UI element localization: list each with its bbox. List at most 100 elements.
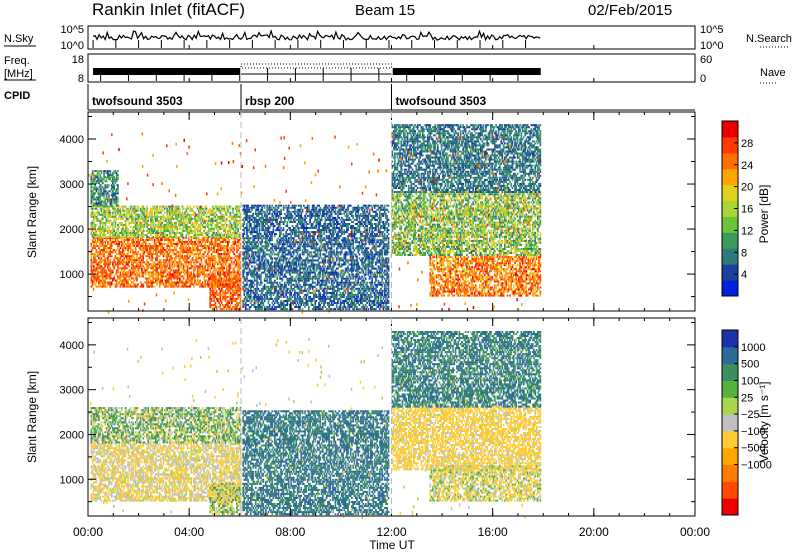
heatmap-cell: [137, 210, 139, 212]
heatmap-cell: [190, 261, 192, 263]
heatmap-cell: [236, 232, 238, 234]
heatmap-cell: [154, 261, 156, 263]
heatmap-cell: [106, 286, 108, 288]
heatmap-cell: [266, 237, 268, 239]
heatmap-cell: [179, 239, 181, 241]
heatmap-cell: [221, 206, 223, 208]
heatmap-cell: [217, 230, 219, 232]
heatmap-cell: [242, 302, 244, 304]
heatmap-cell: [158, 230, 160, 232]
heatmap-cell: [178, 243, 180, 245]
heatmap-cell: [215, 286, 217, 288]
heatmap-cell: [216, 228, 218, 230]
heatmap-cell: [188, 208, 190, 210]
heatmap-cell: [246, 219, 248, 221]
heatmap-cell: [256, 229, 258, 231]
heatmap-cell: [102, 180, 104, 182]
heatmap-cell: [225, 232, 227, 234]
heatmap-cell: [179, 259, 181, 261]
heatmap-cell: [197, 247, 199, 249]
heatmap-cell: [180, 271, 182, 273]
heatmap-cell: [278, 253, 280, 255]
heatmap-cell: [271, 237, 273, 239]
heatmap-cell: [173, 261, 175, 263]
heatmap-cell: [283, 245, 285, 247]
heatmap-cell: [91, 245, 93, 247]
heatmap-cell: [260, 304, 262, 306]
heatmap-cell: [144, 208, 146, 210]
heatmap-cell: [260, 237, 262, 239]
heatmap-cell: [273, 294, 275, 296]
heatmap-cell: [96, 224, 98, 226]
heatmap-cell: [269, 241, 271, 243]
heatmap-cell: [107, 218, 109, 220]
heatmap-cell: [236, 247, 238, 249]
heatmap-cell: [92, 201, 94, 203]
heatmap-cell: [104, 224, 106, 226]
heatmap-cell: [240, 298, 242, 300]
heatmap-cell: [199, 280, 201, 282]
heatmap-cell: [142, 257, 144, 259]
heatmap-cell: [194, 212, 196, 214]
heatmap-cell: [177, 245, 179, 247]
heatmap-cell: [206, 210, 208, 212]
heatmap-cell: [250, 294, 252, 296]
heatmap-cell: [151, 239, 153, 241]
heatmap-cell: [134, 230, 136, 232]
heatmap-cell: [96, 208, 98, 210]
heatmap-cell: [144, 253, 146, 255]
heatmap-cell: [232, 263, 234, 265]
heatmap-cell: [231, 226, 233, 228]
heatmap-cell: [113, 228, 115, 230]
heatmap-cell: [256, 280, 258, 282]
heatmap-cell: [269, 227, 271, 229]
heatmap-cell: [251, 209, 253, 211]
heatmap-cell: [261, 296, 263, 298]
heatmap-cell: [139, 216, 141, 218]
heatmap-cell: [112, 232, 114, 234]
heatmap-cell: [221, 232, 223, 234]
heatmap-cell: [175, 222, 177, 224]
heatmap-cell: [137, 208, 139, 210]
heatmap-cell: [112, 174, 114, 176]
heatmap-cell: [108, 265, 110, 267]
heatmap-cell: [206, 208, 208, 210]
heatmap-cell: [280, 241, 282, 243]
heatmap-cell: [216, 290, 218, 292]
heatmap-cell: [235, 282, 237, 284]
heatmap-cell: [264, 266, 266, 268]
heatmap-cell: [220, 304, 222, 306]
heatmap-cell: [283, 227, 285, 229]
heatmap-cell: [103, 174, 105, 176]
heatmap-cell: [270, 264, 272, 266]
heatmap-cell: [282, 274, 284, 276]
heatmap-cell: [142, 206, 144, 208]
heatmap-cell: [213, 214, 215, 216]
heatmap-cell: [201, 257, 203, 259]
heatmap-cell: [242, 225, 244, 227]
heatmap-cell: [215, 216, 217, 218]
heatmap-cell: [222, 263, 224, 265]
heatmap-cell: [201, 228, 203, 230]
heatmap-cell: [274, 211, 276, 213]
heatmap-cell: [209, 296, 211, 298]
heatmap-cell: [258, 243, 260, 245]
heatmap-cell: [232, 280, 234, 282]
heatmap-cell: [269, 306, 271, 308]
heatmap-cell: [108, 194, 110, 196]
heatmap-cell: [111, 203, 113, 205]
heatmap-cell: [192, 282, 194, 284]
heatmap-cell: [172, 257, 174, 259]
heatmap-cell: [178, 206, 180, 208]
heatmap-cell: [230, 290, 232, 292]
heatmap-cell: [212, 206, 214, 208]
heatmap-cell: [132, 282, 134, 284]
heatmap-cell: [99, 255, 101, 257]
heatmap-cell: [160, 228, 162, 230]
heatmap-cell: [192, 251, 194, 253]
heatmap-cell: [249, 229, 251, 231]
heatmap-cell: [108, 208, 110, 210]
heatmap-cell: [260, 233, 262, 235]
heatmap-cell: [261, 308, 263, 310]
heatmap-cell: [209, 261, 211, 263]
